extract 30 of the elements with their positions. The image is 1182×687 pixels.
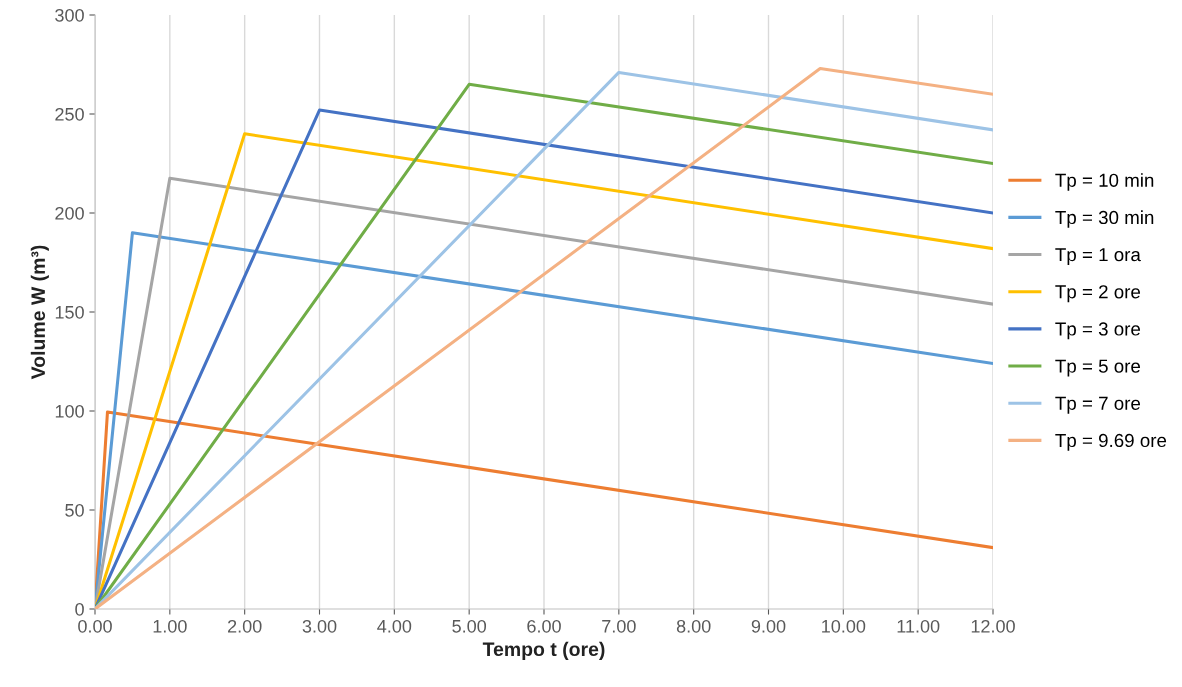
y-tick-label: 200 bbox=[55, 206, 84, 220]
y-axis-title: Volume W (m³) bbox=[30, 245, 49, 380]
x-tick-label: 0.00 bbox=[78, 619, 112, 633]
legend-label: Tp = 5 ore bbox=[1055, 359, 1141, 377]
legend-label: Tp = 9.69 ore bbox=[1055, 433, 1167, 451]
x-tick-label: 2.00 bbox=[228, 619, 262, 633]
x-tick-label: 6.00 bbox=[527, 619, 561, 633]
y-tick-label: 300 bbox=[55, 8, 84, 22]
y-tick-label: 250 bbox=[55, 107, 84, 121]
legend-label: Tp = 30 min bbox=[1055, 210, 1154, 228]
x-tick-label: 4.00 bbox=[377, 619, 412, 633]
x-tick-label: 11.00 bbox=[897, 619, 940, 633]
legend-label: Tp = 3 ore bbox=[1055, 322, 1141, 340]
x-tick-label: 7.00 bbox=[602, 619, 636, 633]
x-tick-label: 5.00 bbox=[452, 619, 487, 633]
legend-label: Tp = 1 ora bbox=[1055, 248, 1141, 265]
legend-label: Tp = 2 ore bbox=[1055, 285, 1141, 303]
y-tick-label: 150 bbox=[55, 305, 84, 319]
x-tick-label: 8.00 bbox=[676, 619, 711, 633]
x-tick-label: 12.00 bbox=[971, 619, 1015, 633]
y-tick-label: 100 bbox=[55, 404, 84, 418]
x-tick-label: 3.00 bbox=[302, 619, 337, 633]
y-tick-label: 0 bbox=[75, 602, 84, 616]
x-tick-label: 10.00 bbox=[822, 619, 866, 633]
legend-label: Tp = 7 ore bbox=[1055, 396, 1141, 414]
x-tick-label: 9.00 bbox=[751, 619, 786, 633]
legend-label: Tp = 10 min bbox=[1055, 173, 1154, 191]
x-tick-label: 1.00 bbox=[153, 619, 187, 633]
y-tick-label: 50 bbox=[65, 503, 84, 517]
x-axis-title: Tempo t (ore) bbox=[482, 641, 605, 660]
